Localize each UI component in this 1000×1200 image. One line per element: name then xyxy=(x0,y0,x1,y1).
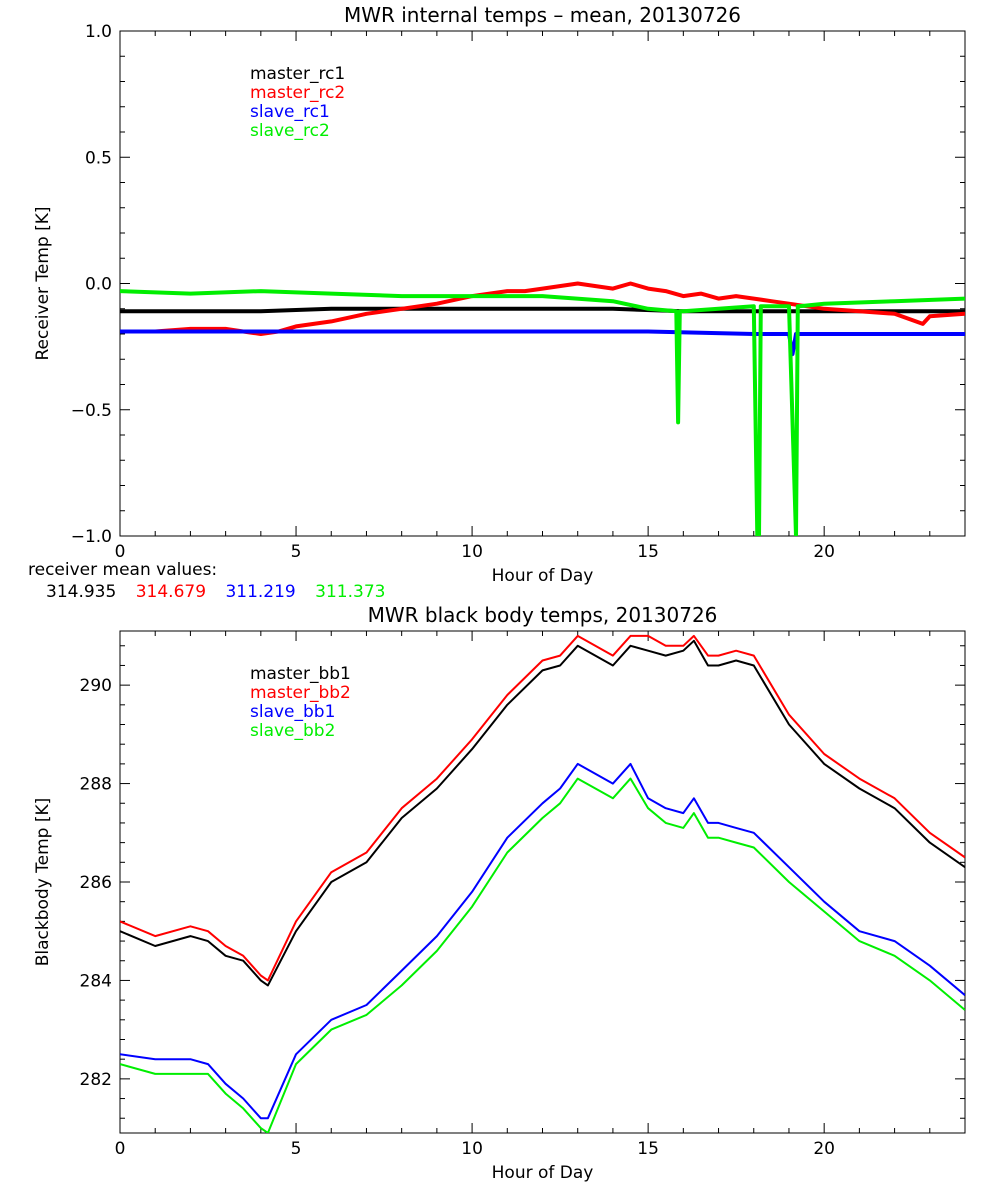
plot-frame xyxy=(119,30,966,537)
series-group xyxy=(120,281,965,536)
legend-master-bb1: master_bb1 xyxy=(250,664,351,684)
series-master-bb1 xyxy=(120,639,965,987)
x-tick-label: 0 xyxy=(115,542,126,562)
mean-value-master-rc1: 314.935 xyxy=(46,582,117,602)
y-tick-label: 1.0 xyxy=(85,22,112,42)
series-slave-bb1 xyxy=(120,762,965,1120)
receiver-mean-values: 314.935 314.679 311.219 311.373 xyxy=(46,582,399,602)
series-master-bb2 xyxy=(120,634,965,982)
y-tick-label: 290 xyxy=(80,676,112,696)
series-slave-bb2 xyxy=(120,777,965,1133)
panel-1: MWR internal temps – mean, 20130726 0 5 10 1… xyxy=(33,3,966,586)
y-axis-label: Blackbody Temp [K] xyxy=(33,798,53,967)
mean-value-slave-rc1: 311.219 xyxy=(225,582,296,602)
mean-value-master-rc2: 314.679 xyxy=(135,582,207,602)
x-axis-label: Hour of Day xyxy=(492,566,594,586)
y-tick-label: 286 xyxy=(80,873,112,893)
y-axis-label: Receiver Temp [K] xyxy=(33,206,53,360)
legend-master-bb2: master_bb2 xyxy=(250,683,351,703)
panel-2: MWR black body temps, 20130726 0 5 10 15 20 28… xyxy=(33,603,966,1183)
series-slave-rc1 xyxy=(120,329,965,357)
legend-master-rc1: master_rc1 xyxy=(250,64,345,84)
legend-master-rc2: master_rc2 xyxy=(250,83,345,103)
y-tick-label: 0.0 xyxy=(85,275,112,295)
mean-value-slave-rc2: 311.373 xyxy=(315,582,386,602)
legend-slave-bb1: slave_bb1 xyxy=(250,702,335,722)
x-tick-label: 15 xyxy=(637,1139,659,1159)
series-master-rc1 xyxy=(120,306,965,314)
x-tick-label: 20 xyxy=(813,1139,835,1159)
x-tick-label: 15 xyxy=(637,542,659,562)
plot-frame xyxy=(119,630,966,1134)
chart-title: MWR internal temps – mean, 20130726 xyxy=(344,3,741,27)
x-tick-label: 0 xyxy=(115,1139,126,1159)
x-tick-label: 5 xyxy=(291,1139,302,1159)
legend-slave-bb2: slave_bb2 xyxy=(250,721,335,741)
x-tick-label: 10 xyxy=(461,542,483,562)
x-tick-label: 20 xyxy=(813,542,835,562)
x-tick-label: 10 xyxy=(461,1139,483,1159)
y-tick-label: −0.5 xyxy=(71,401,112,421)
chart-title: MWR black body temps, 20130726 xyxy=(368,603,718,627)
y-tick-label: −1.0 xyxy=(71,527,112,547)
y-tick-label: 0.5 xyxy=(85,148,112,168)
y-tick-label: 282 xyxy=(80,1070,112,1090)
y-tick-label: 284 xyxy=(80,971,112,991)
legend-slave-rc2: slave_rc2 xyxy=(250,121,330,141)
series-slave-rc2 xyxy=(120,289,965,536)
y-tick-label: 288 xyxy=(80,775,112,795)
receiver-mean-label: receiver mean values: xyxy=(28,560,218,580)
series-group xyxy=(120,634,965,1133)
x-tick-label: 5 xyxy=(291,542,302,562)
x-axis-label: Hour of Day xyxy=(492,1163,594,1183)
legend-slave-rc1: slave_rc1 xyxy=(250,102,330,122)
